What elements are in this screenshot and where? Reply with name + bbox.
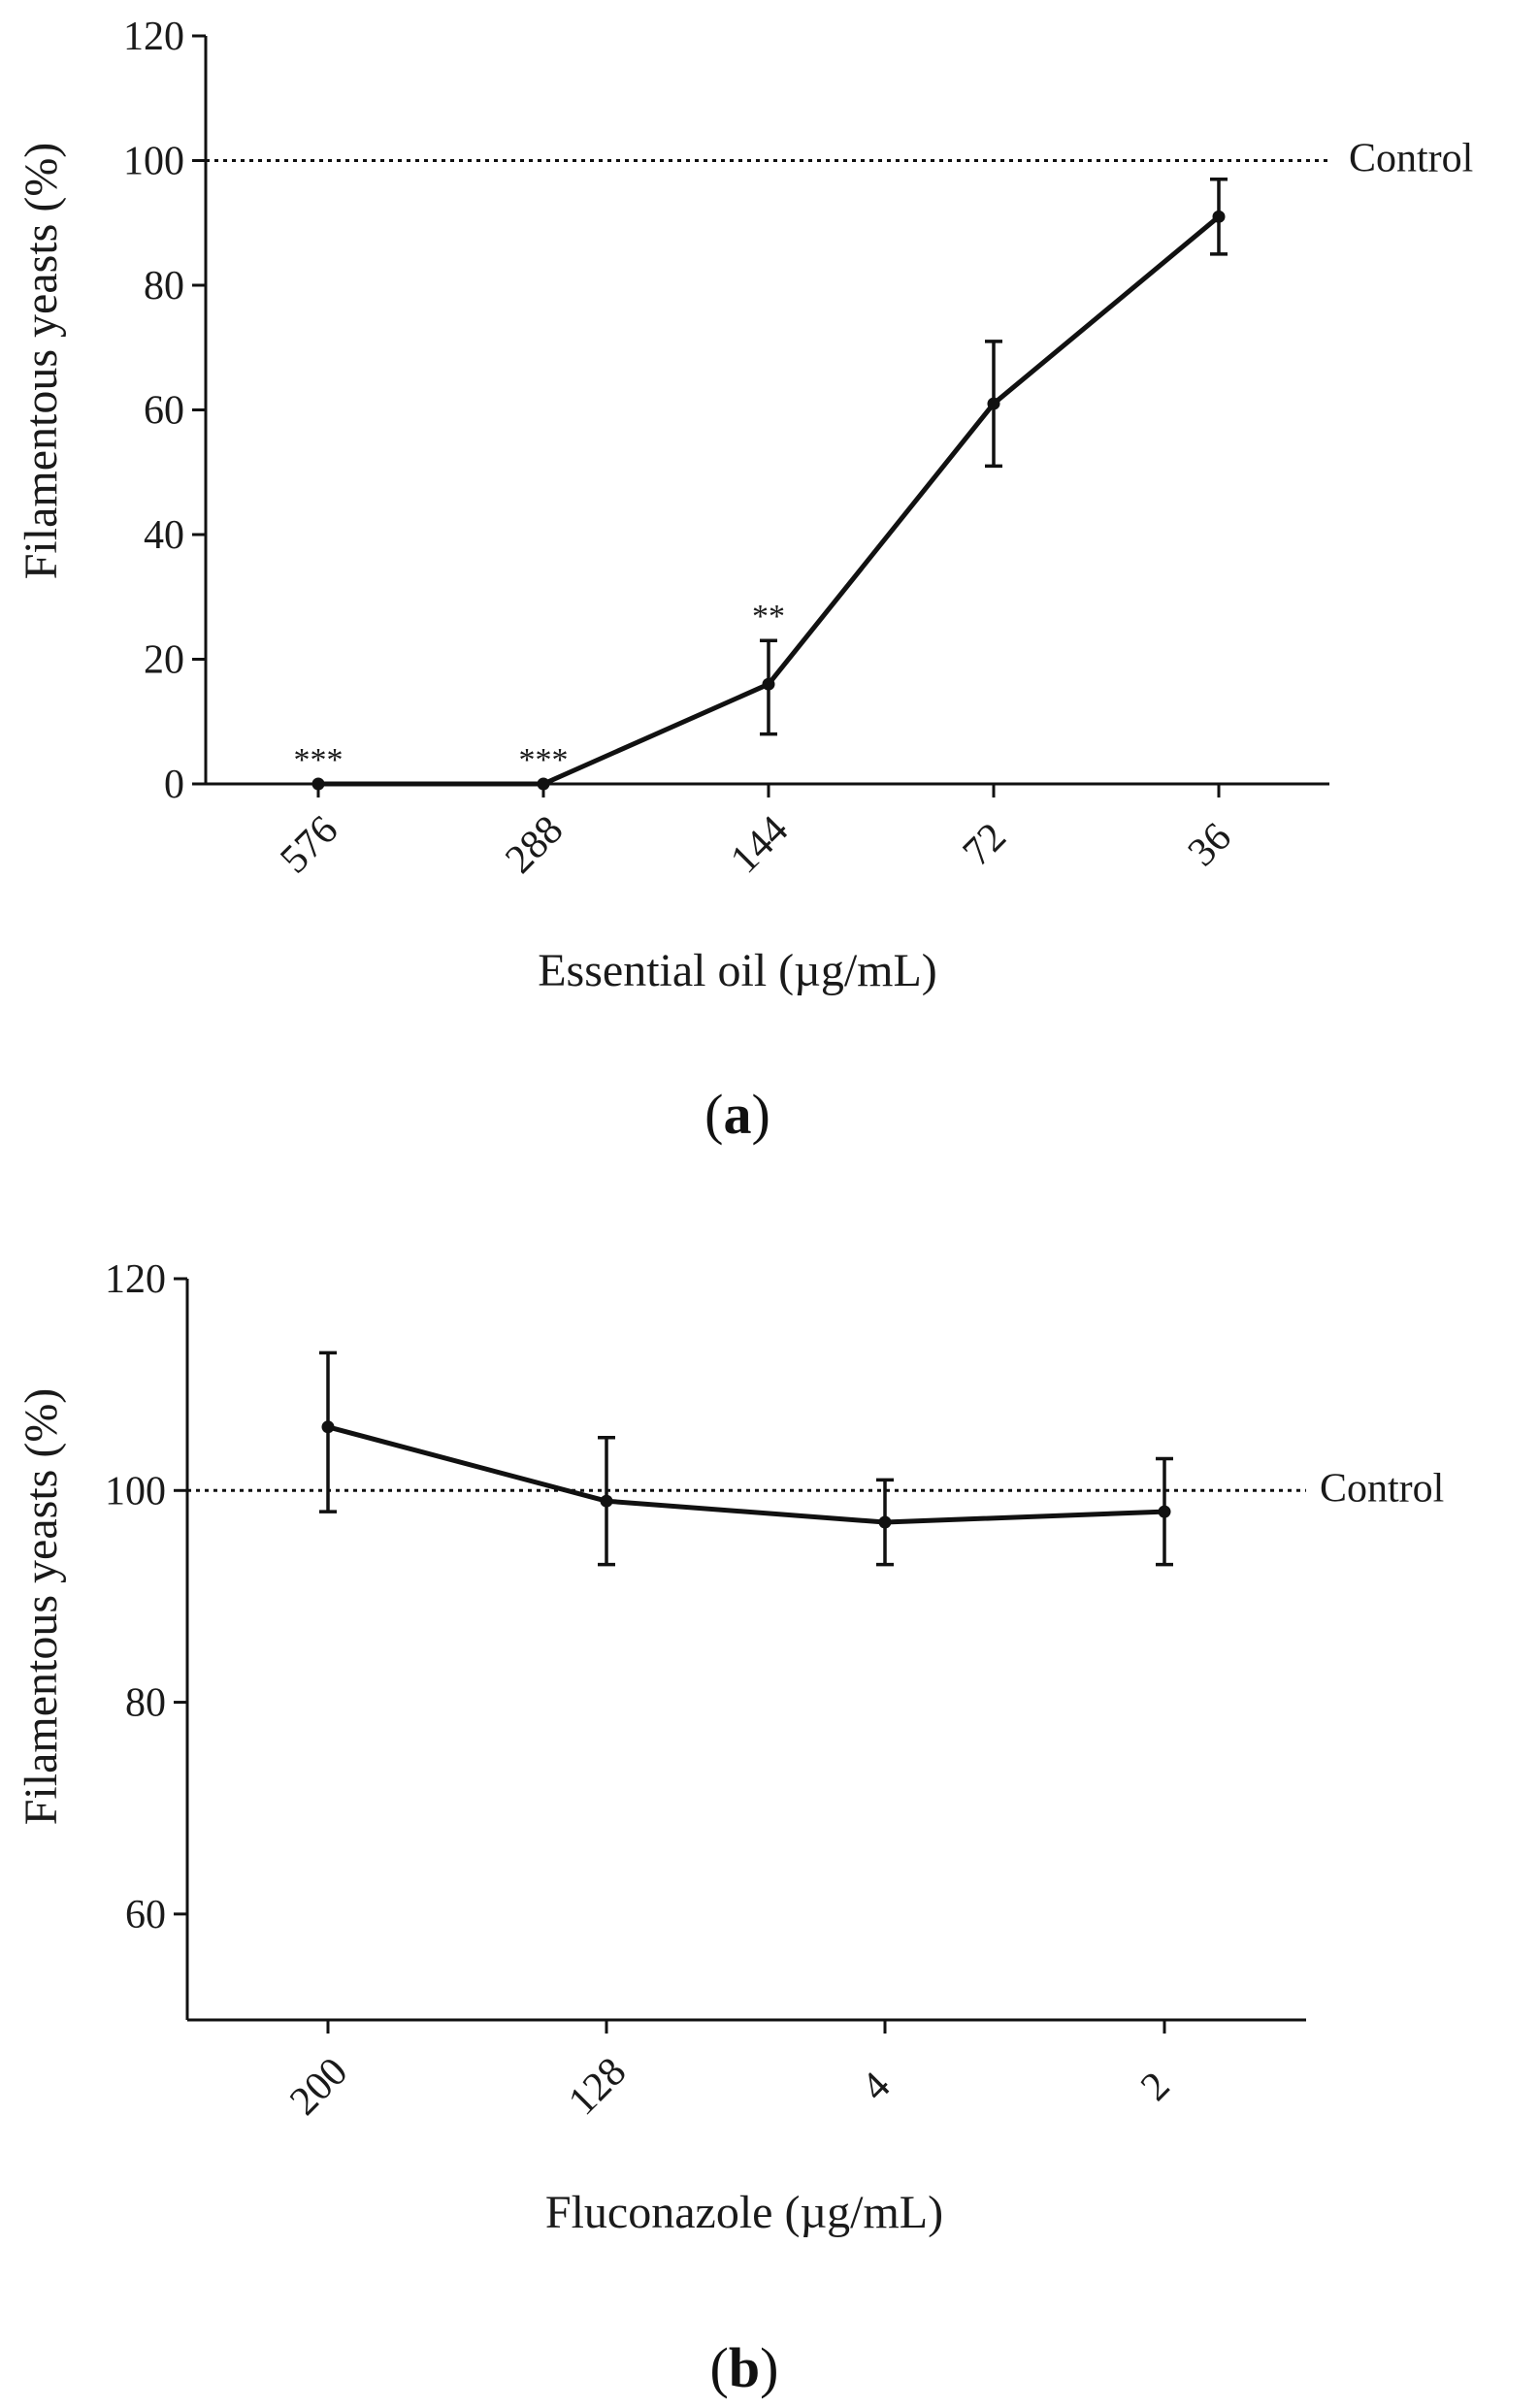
- panel-a-data-point: [311, 777, 325, 791]
- panel-b-data-point: [1158, 1505, 1171, 1518]
- panel-a-x-axis-title: Essential oil (µg/mL): [538, 945, 937, 996]
- panel-a-y-tick-label: 20: [144, 638, 184, 683]
- panel-b: 60 80 100 120 200 128 4 2 Control Fluconazole (µ…: [16, 1257, 1444, 2399]
- panel-b-y-tick-label: 120: [105, 1257, 166, 1302]
- panel-b-letter: b: [729, 2336, 760, 2399]
- panel-a-control-label: Control: [1349, 137, 1473, 181]
- panel-a-y-tick-label: 0: [164, 763, 184, 807]
- panel-a-x-tick-label: 36: [1180, 815, 1240, 875]
- panel-a-significance-label: **: [752, 599, 785, 635]
- panel-b-x-tick-label: 4: [853, 2064, 899, 2109]
- panel-a-label: (a): [704, 1083, 770, 1146]
- panel-b-data-point: [321, 1420, 335, 1434]
- panel-a-significance-label: ***: [294, 742, 344, 778]
- panel-b-x-tick-label: 2: [1132, 2064, 1178, 2109]
- panel-b-y-axis-title: Filamentous yeasts (%): [16, 1388, 67, 1826]
- panel-b-x-tick-label: 200: [281, 2049, 356, 2124]
- panel-b-x-tick-label: 128: [560, 2049, 635, 2124]
- panel-b-y-tick-label: 80: [125, 1681, 166, 1726]
- panel-b-label: (b): [710, 2336, 779, 2399]
- panel-b-y-tick-label: 60: [125, 1893, 166, 1937]
- panel-a-data-point: [987, 397, 1000, 410]
- panel-a-y-tick-label: 80: [144, 264, 184, 309]
- panel-a-letter: a: [724, 1083, 752, 1146]
- panel-a-significance-label: ***: [519, 742, 569, 778]
- panel-b-y-tick-label: 100: [105, 1469, 166, 1513]
- panel-a-y-tick-label: 120: [123, 15, 184, 59]
- panel-a-x-tick-label: 144: [722, 807, 797, 882]
- panel-b-data-point: [878, 1515, 892, 1529]
- panel-b-control-label: Control: [1320, 1466, 1444, 1511]
- panel-a-data-point: [762, 677, 775, 691]
- panel-a-y-tick-label: 40: [144, 513, 184, 558]
- panel-a-x-tick-label: 72: [955, 815, 1015, 875]
- panel-b-x-axis-title: Fluconazole (µg/mL): [545, 2187, 943, 2238]
- panel-a-data-point: [537, 777, 550, 791]
- panel-a-x-tick-label: 288: [497, 807, 572, 882]
- panel-b-marks: 60 80 100 120 200 128 4 2 Control: [105, 1257, 1444, 2124]
- panel-a-y-tick-label: 100: [123, 140, 184, 184]
- panel-b-data-point: [600, 1494, 613, 1508]
- panel-a-y-axis-title: Filamentous yeasts (%): [16, 143, 67, 580]
- panel-a-x-tick-label: 576: [272, 807, 346, 882]
- panel-a-data-point: [1212, 210, 1226, 223]
- panel-a-y-tick-label: 60: [144, 389, 184, 434]
- panel-b-series-line: [327, 1424, 1165, 1525]
